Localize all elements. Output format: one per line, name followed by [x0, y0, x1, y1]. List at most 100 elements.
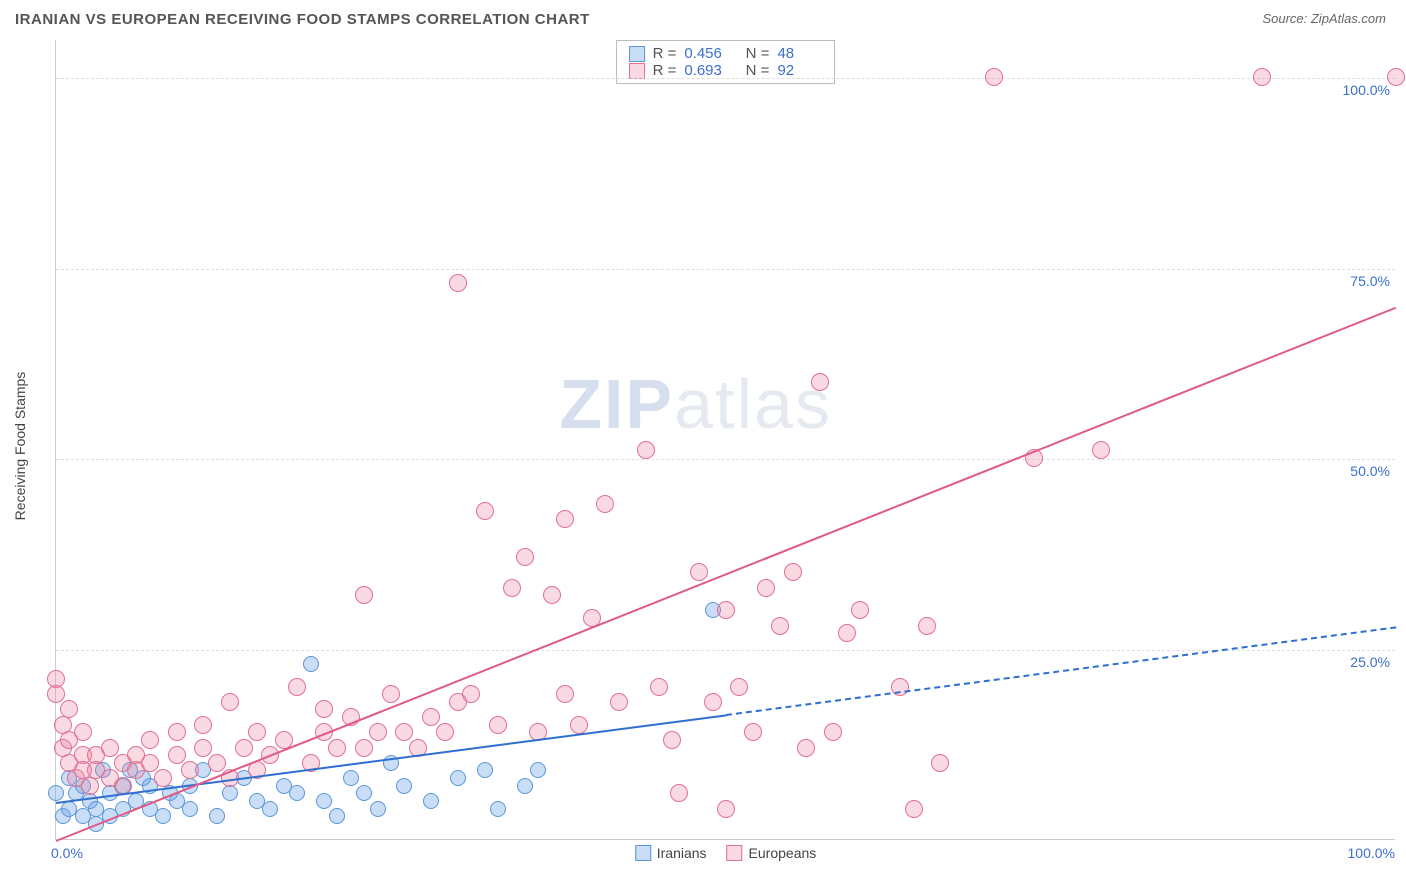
scatter-point — [503, 579, 521, 597]
scatter-point — [650, 678, 668, 696]
scatter-point — [221, 693, 239, 711]
scatter-point — [328, 739, 346, 757]
scatter-point — [543, 586, 561, 604]
scatter-point — [556, 510, 574, 528]
scatter-point — [343, 770, 359, 786]
y-tick-label: 75.0% — [1350, 273, 1390, 289]
scatter-point — [395, 723, 413, 741]
stat-r-value: 0.456 — [684, 45, 729, 62]
scatter-point — [355, 739, 373, 757]
source-prefix: Source: — [1262, 11, 1310, 26]
gridline — [56, 459, 1395, 460]
scatter-point — [369, 723, 387, 741]
scatter-point — [303, 656, 319, 672]
scatter-point — [141, 731, 159, 749]
scatter-point — [744, 723, 762, 741]
series-swatch — [629, 63, 645, 79]
scatter-point — [235, 739, 253, 757]
stats-row: R =0.693 N =92 — [629, 62, 823, 79]
scatter-point — [48, 785, 64, 801]
scatter-point — [637, 441, 655, 459]
scatter-point — [985, 68, 1003, 86]
legend-swatch — [727, 845, 743, 861]
scatter-point — [315, 700, 333, 718]
stat-r-value: 0.693 — [684, 62, 729, 79]
scatter-point — [47, 670, 65, 688]
scatter-point — [370, 801, 386, 817]
scatter-point — [771, 617, 789, 635]
scatter-point — [663, 731, 681, 749]
scatter-point — [209, 808, 225, 824]
series-swatch — [629, 46, 645, 62]
scatter-point — [476, 502, 494, 520]
scatter-point — [757, 579, 775, 597]
scatter-point — [316, 793, 332, 809]
scatter-point — [797, 739, 815, 757]
scatter-point — [155, 808, 171, 824]
y-axis-label: Receiving Food Stamps — [12, 372, 28, 521]
scatter-point — [154, 769, 172, 787]
scatter-point — [489, 716, 507, 734]
y-tick-label: 25.0% — [1350, 654, 1390, 670]
watermark-light: atlas — [674, 365, 832, 443]
trend-line — [726, 627, 1396, 717]
watermark-bold: ZIP — [559, 365, 674, 443]
scatter-point — [222, 785, 238, 801]
scatter-point — [355, 586, 373, 604]
x-tick-label: 100.0% — [1348, 845, 1395, 861]
scatter-point — [690, 563, 708, 581]
scatter-point — [462, 685, 480, 703]
scatter-point — [168, 723, 186, 741]
chart-title: IRANIAN VS EUROPEAN RECEIVING FOOD STAMP… — [15, 11, 590, 28]
scatter-point — [610, 693, 628, 711]
scatter-point — [905, 800, 923, 818]
scatter-point — [450, 770, 466, 786]
bottom-legend: IraniansEuropeans — [635, 845, 817, 861]
scatter-point — [101, 739, 119, 757]
scatter-point — [918, 617, 936, 635]
scatter-point — [517, 778, 533, 794]
scatter-point — [717, 800, 735, 818]
legend-swatch — [635, 845, 651, 861]
scatter-point — [851, 601, 869, 619]
chart-plot-area: ZIPatlas R =0.456 N =48R =0.693 N =92 Ir… — [55, 40, 1395, 840]
scatter-point — [248, 723, 266, 741]
scatter-point — [289, 785, 305, 801]
gridline — [56, 269, 1395, 270]
scatter-point — [356, 785, 372, 801]
scatter-point — [288, 678, 306, 696]
scatter-point — [208, 754, 226, 772]
source-name: ZipAtlas.com — [1311, 11, 1386, 26]
scatter-point — [182, 801, 198, 817]
scatter-point — [530, 762, 546, 778]
scatter-point — [1387, 68, 1405, 86]
y-tick-label: 100.0% — [1343, 82, 1390, 98]
scatter-point — [704, 693, 722, 711]
scatter-point — [329, 808, 345, 824]
scatter-point — [516, 548, 534, 566]
scatter-point — [168, 746, 186, 764]
scatter-point — [811, 373, 829, 391]
legend-label: Iranians — [657, 845, 707, 861]
scatter-point — [596, 495, 614, 513]
y-tick-label: 50.0% — [1350, 463, 1390, 479]
stat-r-label: R = — [653, 62, 677, 79]
scatter-point — [449, 274, 467, 292]
scatter-point — [1253, 68, 1271, 86]
gridline — [56, 650, 1395, 651]
scatter-point — [382, 685, 400, 703]
scatter-point — [1092, 441, 1110, 459]
scatter-point — [60, 700, 78, 718]
stats-row: R =0.456 N =48 — [629, 45, 823, 62]
scatter-point — [670, 784, 688, 802]
scatter-point — [570, 716, 588, 734]
scatter-point — [490, 801, 506, 817]
watermark: ZIPatlas — [559, 364, 832, 444]
stat-n-label: N = — [737, 62, 769, 79]
scatter-point — [141, 754, 159, 772]
scatter-point — [556, 685, 574, 703]
scatter-point — [194, 739, 212, 757]
scatter-point — [824, 723, 842, 741]
scatter-point — [423, 793, 439, 809]
gridline — [56, 78, 1395, 79]
